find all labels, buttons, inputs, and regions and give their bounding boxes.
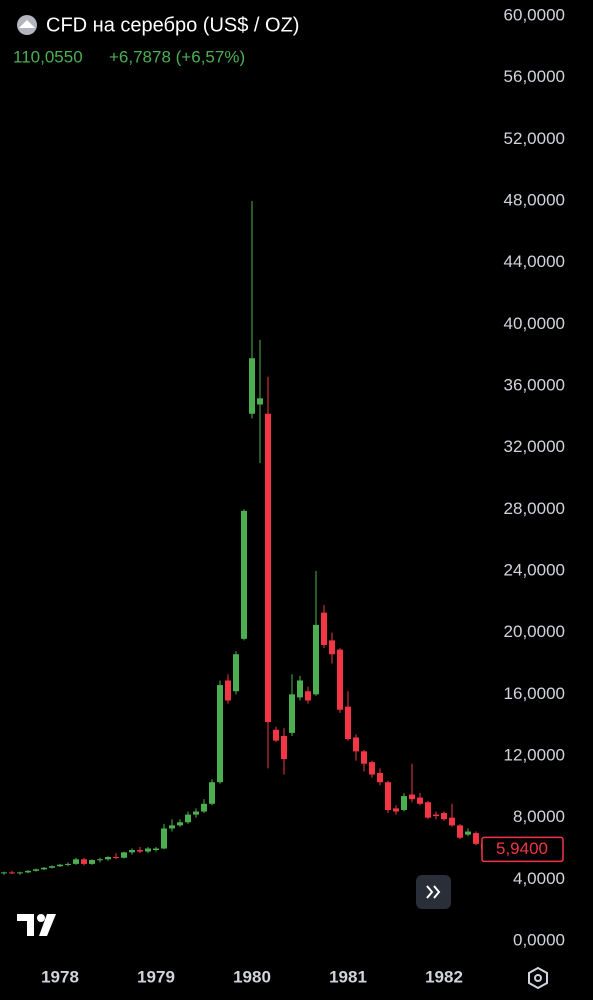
candle-body [457,825,463,838]
candle-body [121,852,127,858]
settings-button[interactable] [528,966,548,990]
y-tick-label: 40,0000 [504,314,565,333]
candle-body [129,850,135,853]
y-tick-label: 36,0000 [504,375,565,394]
y-tick-label: 48,0000 [504,190,565,209]
y-tick-label: 44,0000 [504,252,565,271]
y-tick-label: 28,0000 [504,499,565,518]
candle-body [65,863,71,865]
quote-price: 110,0550 [13,47,83,66]
candle-body [33,869,39,871]
candle-body [385,782,391,810]
x-tick-label: 1979 [137,967,175,986]
tv-logo [17,914,56,936]
candle-body [97,859,103,861]
candle-body [369,762,375,775]
candle-body [425,802,431,818]
quote-change: +6,7878 (+6,57%) [109,47,245,66]
y-tick-label: 56,0000 [504,67,565,86]
candle-body [177,822,183,826]
candle-body [225,680,231,701]
x-tick-label: 1980 [233,967,271,986]
y-tick-label: 32,0000 [504,437,565,456]
candle-body [313,624,319,695]
candle-body [161,828,167,849]
candle-body [73,859,79,864]
y-tick-label: 16,0000 [504,684,565,703]
candle-body [281,735,287,760]
candle-body [249,358,255,414]
candle-body [361,751,367,764]
settings-icon-center [534,974,542,982]
candle-body [289,694,295,733]
scroll-icon [426,885,441,899]
scroll-to-end-button[interactable] [416,875,451,909]
candle-body [265,413,271,723]
y-tick-label: 52,0000 [504,129,565,148]
candle-body [377,772,383,783]
candle-body [137,850,143,852]
settings-icon[interactable] [528,966,548,990]
candle-body [233,654,239,692]
symbol-icon-glyph [19,20,35,28]
last-price-label: 5,9400 [496,839,548,858]
candle-body [297,680,303,698]
candle-body [465,831,471,835]
candle-body [409,794,415,800]
candle-body [417,797,423,804]
candle-body [57,864,63,867]
candle-body [89,860,95,864]
candle-body [473,833,479,844]
candle-body [81,859,87,864]
candle-body [217,685,223,783]
x-tick-label: 1978 [41,967,79,986]
candle-body [49,866,55,868]
y-tick-label: 20,0000 [504,622,565,641]
candle-body [433,814,439,817]
candle-body [25,870,31,873]
y-tick-label: 4,0000 [513,869,565,888]
y-tick-label: 12,0000 [504,745,565,764]
y-tick-label: 24,0000 [504,560,565,579]
candle-body [393,808,399,812]
y-tick-label: 0,0000 [513,930,565,949]
candle-body [329,640,335,655]
candle-body [241,510,247,639]
candle-body [337,649,343,710]
candle-body [1,872,7,874]
candle-body [201,803,207,812]
candle-body [145,848,151,852]
x-tick-label: 1982 [425,967,463,986]
candle-body [353,737,359,752]
candle-body [209,782,215,804]
y-tick-label: 60,0000 [504,5,565,24]
candle-body [273,729,279,741]
candle-body [169,825,175,829]
x-tick-label: 1981 [329,967,367,986]
candle-body [185,814,191,823]
candle-body [17,872,23,874]
candle-body [449,817,455,826]
candle-body [441,813,447,820]
last-price-box [481,836,564,863]
candle-body [345,706,351,740]
candle-body [105,856,111,860]
candle-body [193,811,199,815]
candle-body [321,612,327,645]
candle-body [401,796,407,810]
candle-body [305,691,311,701]
candle-body [41,867,47,870]
candle-body [153,848,159,851]
candle-body [257,398,263,405]
chart-title: CFD на серебро (US$ / OZ) [46,14,299,36]
candle-body [9,872,15,874]
candle-body [113,856,119,858]
y-tick-label: 8,0000 [513,807,565,826]
